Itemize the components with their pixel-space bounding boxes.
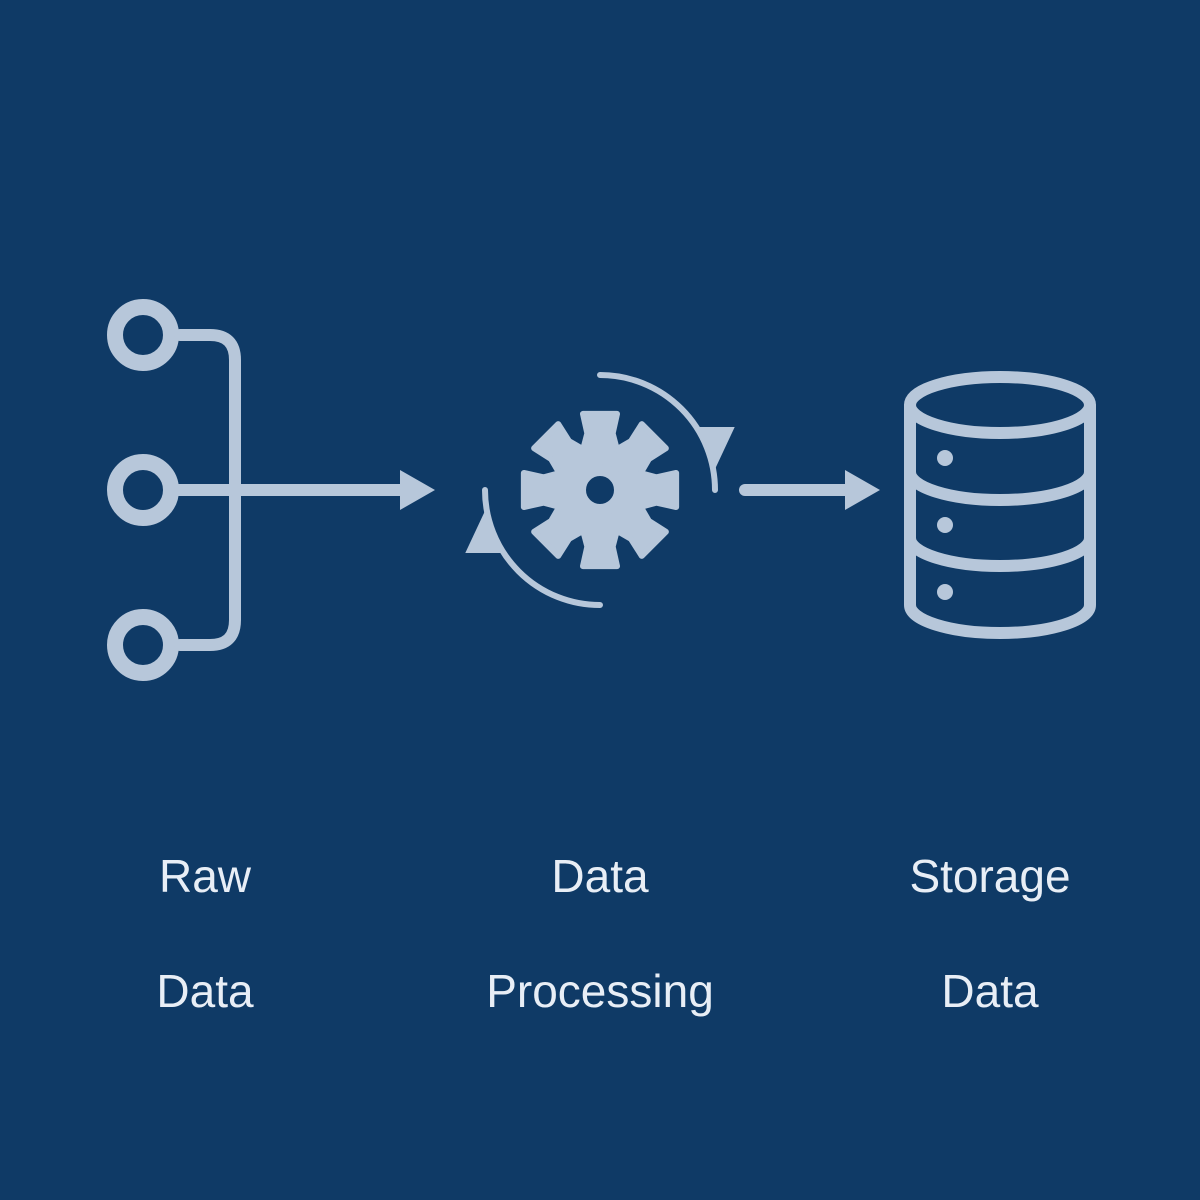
label-data-processing: Data Processing (450, 790, 750, 1020)
diagram-svg (0, 0, 1200, 1200)
background (0, 0, 1200, 1200)
label-storage-data: Storage Data (840, 790, 1140, 1020)
label-raw-line2: Data (156, 965, 253, 1017)
label-store-line1: Storage (909, 850, 1070, 902)
gear-icon (524, 414, 676, 566)
label-raw-line1: Raw (159, 850, 251, 902)
label-store-line2: Data (941, 965, 1038, 1017)
label-proc-line2: Processing (486, 965, 714, 1017)
label-proc-line1: Data (551, 850, 648, 902)
diagram-canvas: Raw Data Data Processing Storage Data (0, 0, 1200, 1200)
label-raw-data: Raw Data (55, 790, 355, 1020)
